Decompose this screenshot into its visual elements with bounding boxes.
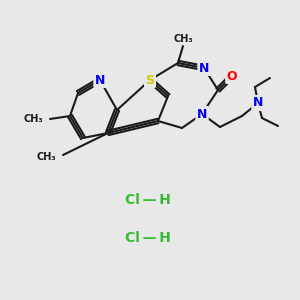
Text: N: N [199,61,209,74]
Text: Cl — H: Cl — H [125,193,171,207]
Text: N: N [253,97,263,110]
Text: N: N [197,107,207,121]
Text: Cl — H: Cl — H [125,231,171,245]
Text: N: N [95,74,105,86]
Text: CH₃: CH₃ [23,114,43,124]
Text: S: S [146,74,154,86]
Text: CH₃: CH₃ [36,152,56,162]
Text: CH₃: CH₃ [173,34,193,44]
Text: O: O [227,70,237,83]
